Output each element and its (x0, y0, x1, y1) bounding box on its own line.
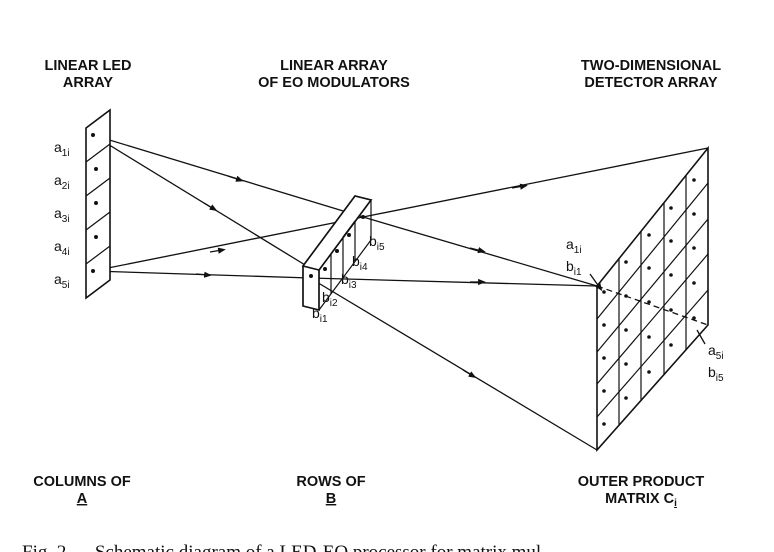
bottom-mid-line2: B (326, 491, 336, 507)
bottom-right-line2: MATRIX Ci (605, 491, 677, 509)
arrow-head (209, 247, 226, 254)
ray-a5-top (92, 216, 364, 272)
arrow-head (203, 202, 218, 212)
modulator-element-labels: bi1 bi2 bi3 bi4 bi5 (312, 233, 385, 325)
detector-annotation-bottom: a5i bi5 (696, 329, 724, 384)
det-label-b1: bi1 (566, 258, 582, 278)
ray-to-det-bottomleft (309, 277, 598, 451)
light-rays (92, 134, 709, 451)
led-label-a4: a4i (54, 238, 70, 258)
mod-heading-line2: OF EO MODULATORS (258, 75, 410, 91)
det-heading-line2: DETECTOR ARRAY (584, 75, 718, 91)
led-label-a3: a3i (54, 205, 70, 225)
mod-label-b5: bi5 (369, 233, 385, 253)
modulator-dot (361, 215, 365, 219)
mod-label-b1: bi1 (312, 305, 328, 325)
led-heading-line2: ARRAY (63, 75, 114, 91)
led-element-labels: a1i a2i a3i a4i a5i (54, 139, 70, 291)
bottom-left-line1: COLUMNS OF (33, 474, 131, 490)
det-label-a1: a1i (566, 236, 582, 256)
detector-dots (602, 178, 696, 426)
bottom-left-line2: A (77, 491, 88, 507)
mod-label-b4: bi4 (352, 253, 368, 273)
led-array-plate (85, 108, 111, 300)
arrow-head (511, 183, 528, 190)
led-array-heading: LINEAR LED ARRAY (45, 58, 132, 91)
modulator-dot (347, 233, 351, 237)
det-label-b5: bi5 (708, 364, 724, 384)
bottom-label-outer-product: OUTER PRODUCT MATRIX Ci (578, 474, 705, 509)
led-label-a1: a1i (54, 139, 70, 159)
ray-a1-bottom (92, 134, 311, 269)
det-label-a5: a5i (708, 342, 724, 362)
led-label-a2: a2i (54, 172, 70, 192)
arrow-head (227, 175, 244, 182)
arrow-head (469, 247, 486, 254)
det-heading-line1: TWO-DIMENSIONAL (581, 58, 721, 74)
led-dot (94, 235, 98, 239)
led-plate-outline (85, 108, 111, 300)
modulator-heading: LINEAR ARRAY OF EO MODULATORS (258, 58, 410, 91)
bottom-label-columns: COLUMNS OF A (33, 474, 131, 507)
arrow-head (195, 271, 212, 278)
led-dot (94, 201, 98, 205)
detector-plate-outline (596, 145, 709, 453)
mod-label-b2: bi2 (322, 289, 338, 309)
bottom-mid-line1: ROWS OF (296, 474, 365, 490)
bottom-label-rows: ROWS OF B (296, 474, 365, 507)
ray-to-det-topright (362, 147, 709, 218)
mod-label-b3: bi3 (341, 271, 357, 291)
led-label-a5: a5i (54, 271, 70, 291)
modulator-dot (323, 267, 327, 271)
bottom-right-line1: OUTER PRODUCT (578, 474, 705, 490)
modulator-dot (335, 249, 339, 253)
detector-heading: TWO-DIMENSIONAL DETECTOR ARRAY (581, 58, 721, 91)
ray-to-det-a1 (362, 216, 598, 287)
modulator-array-plate (301, 195, 373, 312)
detector-annotation-top: a1i bi1 (566, 236, 603, 292)
ray-to-det-left (309, 277, 598, 287)
modulator-dot (309, 274, 313, 278)
det-pointer-bottom (696, 329, 706, 345)
led-dot (91, 133, 95, 137)
arrow-head (462, 369, 477, 379)
det-pointer-top (589, 273, 603, 292)
detector-array-plate (596, 145, 709, 453)
led-dot (91, 269, 95, 273)
led-heading-line1: LINEAR LED (45, 58, 132, 74)
figure-caption: Fig. 2 — Schematic diagram of a LED-EO p… (22, 542, 541, 552)
mod-heading-line1: LINEAR ARRAY (280, 58, 388, 74)
led-dot (94, 167, 98, 171)
